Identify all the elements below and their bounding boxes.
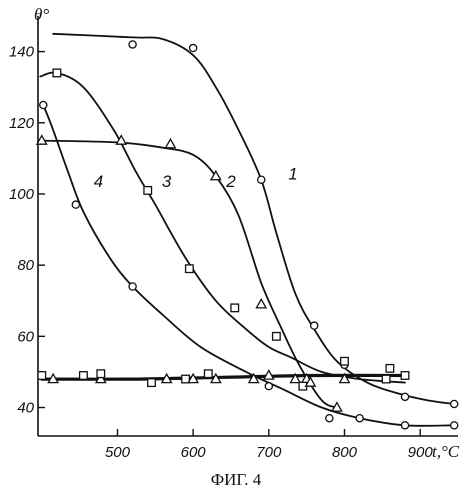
point-baseline-square — [382, 375, 390, 383]
y-tick-label: 40 — [17, 400, 34, 417]
point-4 — [72, 201, 79, 208]
point-3 — [386, 365, 394, 373]
point-4 — [401, 422, 408, 429]
point-1 — [129, 41, 136, 48]
point-baseline-square — [148, 379, 156, 387]
x-axis-title: t,°C — [432, 442, 460, 461]
point-4 — [265, 383, 272, 390]
point-2 — [256, 299, 266, 308]
y-tick-label: 60 — [17, 328, 34, 345]
point-baseline-square — [97, 370, 105, 378]
point-1 — [258, 176, 265, 183]
y-axis-title: θ° — [34, 5, 49, 24]
labels: 1 2 3 4 — [94, 165, 298, 191]
point-4 — [40, 101, 47, 108]
x-tick-label: 900 — [408, 444, 434, 461]
point-3 — [273, 333, 281, 341]
point-3 — [53, 69, 61, 77]
point-1 — [190, 44, 197, 51]
curve-label-1: 1 — [288, 165, 297, 184]
markers — [37, 41, 458, 429]
curve-label-3: 3 — [162, 172, 172, 191]
point-4 — [356, 415, 363, 422]
point-1 — [451, 400, 458, 407]
point-4 — [129, 283, 136, 290]
point-1 — [401, 393, 408, 400]
point-baseline-square — [80, 372, 88, 380]
point-3 — [401, 372, 409, 380]
x-tick-label: 700 — [256, 444, 282, 461]
point-4 — [451, 422, 458, 429]
point-baseline-square — [204, 370, 212, 378]
curve-1 — [53, 34, 454, 404]
x-tick-label: 500 — [105, 444, 131, 461]
y-tick-label: 80 — [17, 257, 34, 274]
curve-label-2: 2 — [225, 172, 236, 191]
y-tick-label: 100 — [9, 186, 35, 203]
point-2 — [166, 139, 176, 148]
x-tick-label: 800 — [332, 444, 358, 461]
point-3 — [341, 357, 349, 365]
y-tick-label: 120 — [9, 115, 35, 132]
figure-caption: ФИГ. 4 — [0, 470, 472, 490]
y-tick-label: 140 — [9, 44, 35, 61]
point-1 — [311, 322, 318, 329]
x-tick-label: 600 — [181, 444, 207, 461]
point-3 — [231, 304, 239, 312]
curve-label-4: 4 — [94, 172, 103, 191]
curve-3 — [40, 73, 405, 383]
point-baseline-square — [38, 372, 46, 380]
point-3 — [186, 265, 194, 273]
chart-figure: 40 60 80 100 120 140 500 600 700 800 900 θ° t,°C 1 2 3… — [0, 0, 472, 470]
point-3 — [144, 187, 152, 195]
point-4 — [326, 415, 333, 422]
